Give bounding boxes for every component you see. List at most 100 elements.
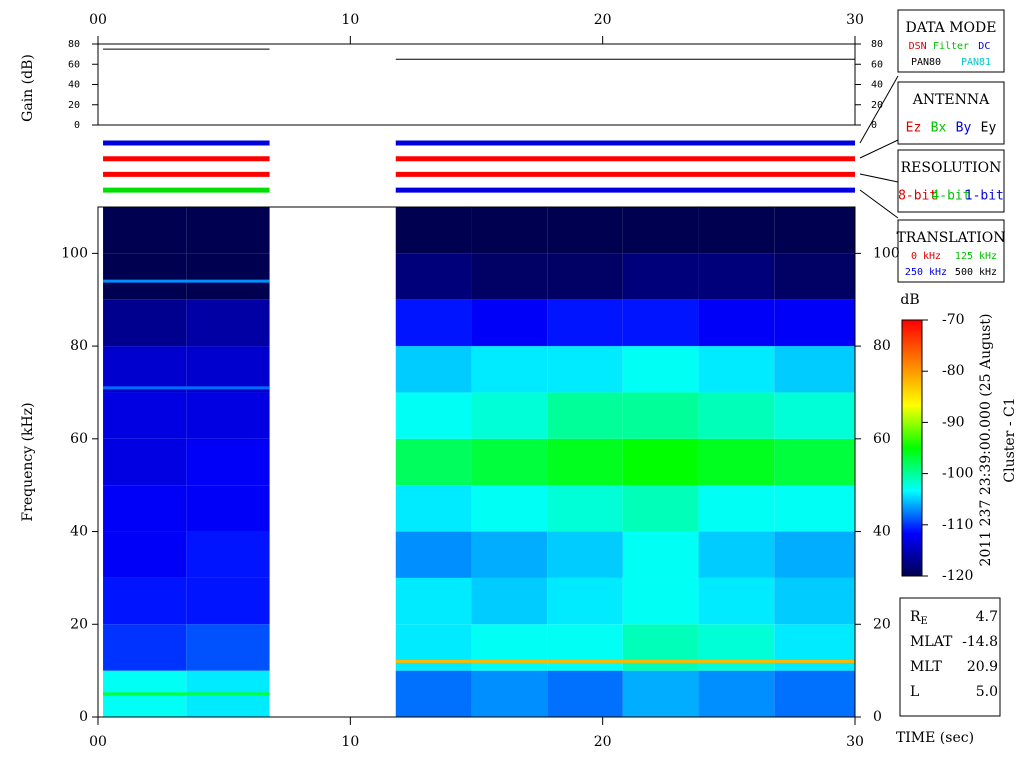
orbit-box — [899, 597, 1001, 717]
x-tick-label-top: 20 — [594, 12, 612, 28]
heatmap-cell — [395, 531, 472, 578]
heatmap-cell — [395, 392, 472, 439]
panel-title: RESOLUTION — [901, 160, 1002, 176]
panel-item: 8-bit — [898, 189, 937, 204]
heatmap-cell — [186, 531, 270, 578]
panel-item: PAN80 — [911, 57, 941, 68]
y-tick-label-right: 80 — [873, 338, 891, 354]
panel-item: Bx — [931, 121, 947, 136]
heatmap-cell — [774, 485, 855, 532]
heatmap-cell — [698, 207, 775, 254]
gain-tick-label-right: 40 — [871, 80, 883, 91]
orbit-label: L — [910, 684, 919, 700]
heatmap-cell — [774, 346, 855, 393]
gain-tick-label-right: 60 — [871, 59, 883, 70]
heatmap-cell — [774, 577, 855, 625]
panel-item: Ey — [981, 121, 997, 136]
heatmap-cell — [471, 485, 548, 532]
heatmap-cell — [471, 531, 548, 578]
heatmap-cell — [471, 346, 548, 393]
panel-title: ANTENNA — [912, 92, 990, 108]
heatmap-cell — [395, 624, 472, 671]
heatmap-cell — [471, 670, 548, 717]
panel-title: TRANSLATION — [896, 230, 1005, 246]
heatmap-cell — [395, 577, 472, 625]
y-tick-label-right: 100 — [873, 245, 900, 261]
heatmap-cell — [103, 392, 187, 439]
heatmap-cell — [774, 299, 855, 347]
heatmap-cell — [622, 207, 699, 254]
heatmap-cell — [186, 438, 270, 486]
colorbar-tick-label: -70 — [942, 312, 965, 328]
panel-item: DC — [978, 41, 990, 52]
heatmap-cell — [395, 299, 472, 347]
x-tick-label: 00 — [89, 734, 107, 750]
heatmap-cell — [698, 670, 775, 717]
heatmap-cell — [103, 624, 187, 671]
x-axis-label: TIME (sec) — [896, 730, 974, 746]
panel-box — [897, 219, 1005, 283]
heatmap-cell — [186, 392, 270, 439]
gain-axis-label: Gain (dB) — [20, 54, 36, 122]
date-label: 2011 237 23:39:00.000 (25 August) — [978, 314, 994, 567]
heatmap-cell — [622, 392, 699, 439]
connector — [859, 139, 899, 159]
heatmap-cell — [395, 253, 472, 300]
heatmap-cell — [186, 299, 270, 347]
y-tick-label-right: 40 — [873, 524, 891, 540]
panel-item: PAN81 — [961, 57, 991, 68]
panel-box — [897, 9, 1005, 73]
y-tick-label: 100 — [61, 245, 88, 261]
heatmap-cell — [471, 438, 548, 486]
heatmap-cell — [547, 207, 623, 254]
heatmap-cell — [186, 624, 270, 671]
y-tick-label: 0 — [79, 709, 88, 725]
heatmap-cell — [395, 346, 472, 393]
heatmap-cell — [774, 207, 855, 254]
gain-tick-label: 20 — [68, 100, 80, 111]
heatmap-cell — [622, 531, 699, 578]
heatmap-cell — [698, 577, 775, 625]
gain-tick-label: 80 — [68, 39, 80, 50]
heatmap-cell — [622, 624, 699, 671]
heatmap-cell — [471, 392, 548, 439]
orbit-label-sub: E — [921, 616, 928, 627]
heatmap-cell — [622, 577, 699, 625]
y-axis-label: Frequency (kHz) — [20, 402, 36, 521]
heatmap-cell — [471, 253, 548, 300]
heatmap-cell — [395, 438, 472, 486]
orbit-value: 20.9 — [967, 659, 998, 675]
connector — [859, 75, 899, 144]
colorbar-tick-label: -110 — [942, 517, 973, 533]
heatmap-cell — [395, 207, 472, 254]
heatmap-cell — [103, 438, 187, 486]
gain-tick-label: 0 — [74, 120, 80, 131]
panel-item: 1-bit — [965, 189, 1004, 204]
x-tick-label: 30 — [846, 734, 864, 750]
connector — [859, 189, 899, 219]
gain-tick-label: 40 — [68, 80, 80, 91]
heatmap-cell — [698, 438, 775, 486]
heatmap-cell — [103, 346, 187, 393]
orbit-label: MLAT — [910, 634, 953, 650]
heatmap-cell — [547, 670, 623, 717]
heatmap-cell — [103, 253, 187, 300]
panel-item: By — [956, 121, 972, 136]
heatmap-cell — [622, 299, 699, 347]
heatmap-cell — [774, 670, 855, 717]
colorbar-tick-label: -120 — [942, 568, 973, 584]
orbit-value: -14.8 — [962, 634, 998, 650]
heatmap-cell — [547, 253, 623, 300]
panel-box — [897, 81, 1005, 145]
heatmap-cell — [547, 346, 623, 393]
heatmap-cell — [698, 624, 775, 671]
x-tick-label-top: 10 — [341, 12, 359, 28]
heatmap-cell — [547, 485, 623, 532]
heatmap-cell — [698, 531, 775, 578]
heatmap-cell — [622, 485, 699, 532]
heatmap-cell — [103, 531, 187, 578]
panel-box — [897, 149, 1005, 213]
heatmap-cell — [547, 299, 623, 347]
heatmap-cell — [395, 670, 472, 717]
heatmap-cell — [698, 299, 775, 347]
